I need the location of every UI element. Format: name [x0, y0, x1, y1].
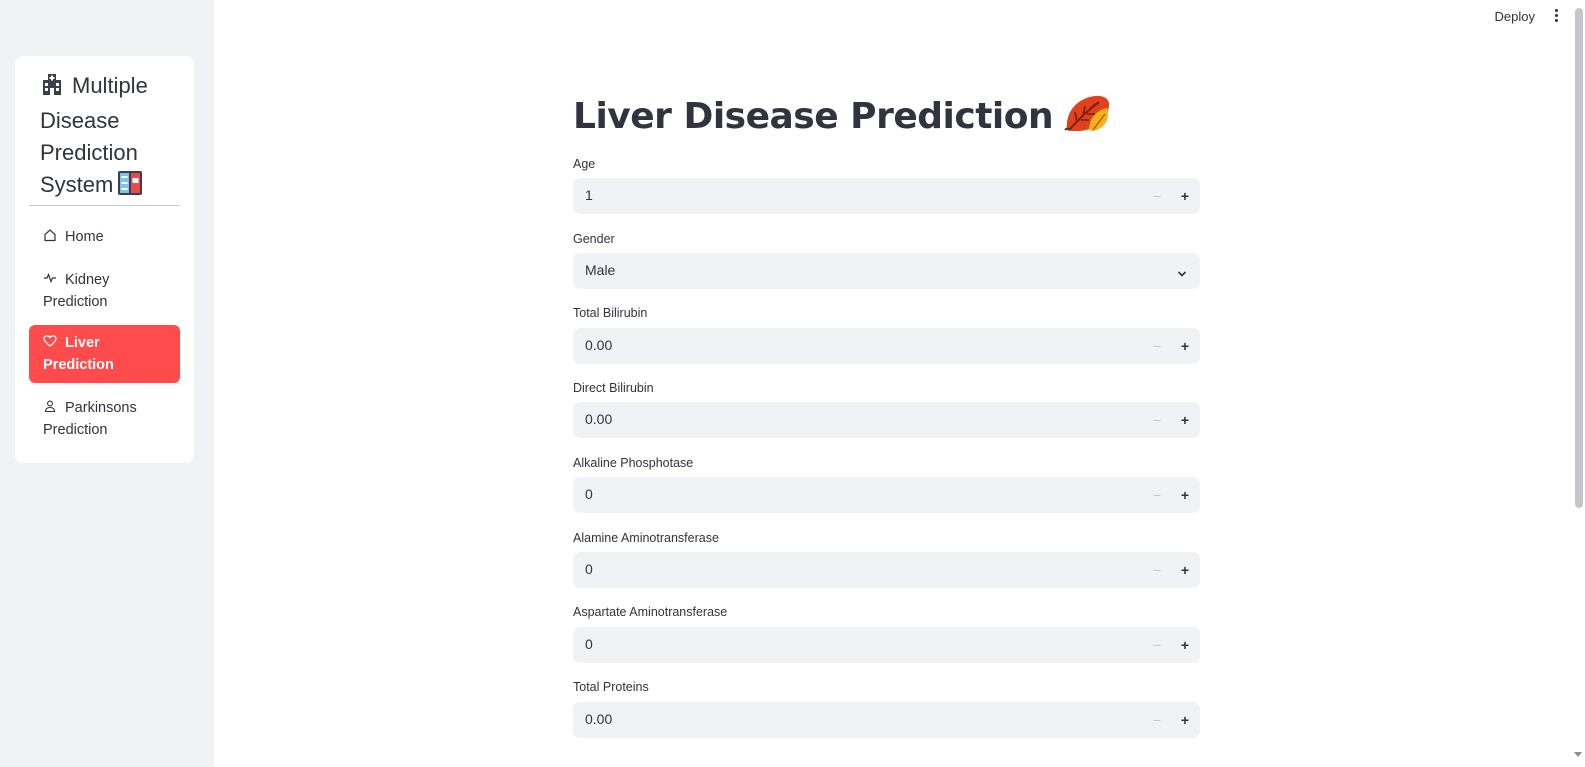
gender-select[interactable]: Male: [573, 253, 1200, 289]
navigation-menu: Multiple Disease Prediction System Home: [15, 56, 194, 463]
kebab-menu-icon[interactable]: [1551, 8, 1561, 24]
gender-value: Male: [585, 262, 616, 278]
total-proteins-increment-button[interactable]: +: [1180, 712, 1190, 728]
aspartate-aminotransferase-input[interactable]: 0 − +: [573, 627, 1200, 663]
total-bilirubin-decrement-button[interactable]: −: [1152, 338, 1162, 354]
menu-item-parkinsons-prediction[interactable]: Parkinsons Prediction: [29, 390, 180, 448]
activity-icon: [43, 270, 57, 284]
scroll-down-arrow-icon[interactable]: [1574, 752, 1582, 757]
aspartate-aminotransferase-increment-button[interactable]: +: [1180, 637, 1190, 653]
app-brand: Multiple Disease Prediction System: [40, 70, 185, 205]
main-area: Deploy Liver Disease Prediction Age 1 − …: [214, 0, 1585, 767]
total-proteins-label: Total Proteins: [573, 680, 649, 694]
gender-label: Gender: [573, 232, 615, 246]
direct-bilirubin-label: Direct Bilirubin: [573, 381, 654, 395]
aspartate-aminotransferase-value: 0: [585, 636, 593, 652]
app-title: Multiple Disease Prediction System: [40, 73, 148, 197]
menu-item-liver-prediction[interactable]: Liver Prediction: [29, 325, 180, 383]
person-icon: [43, 398, 57, 413]
page-title-text: Liver Disease Prediction: [573, 96, 1054, 137]
alkaline-phosphotase-decrement-button[interactable]: −: [1152, 487, 1162, 503]
menu-item-home[interactable]: Home: [29, 219, 180, 255]
direct-bilirubin-value: 0.00: [585, 411, 613, 427]
house-icon: [43, 227, 57, 242]
alamine-aminotransferase-value: 0: [585, 561, 593, 577]
page-title: Liver Disease Prediction: [573, 90, 1111, 149]
aspartate-aminotransferase-decrement-button[interactable]: −: [1152, 637, 1162, 653]
alamine-aminotransferase-input[interactable]: 0 − +: [573, 552, 1200, 588]
chevron-down-icon: [1177, 266, 1187, 277]
deploy-button[interactable]: Deploy: [1494, 9, 1535, 24]
total-bilirubin-input[interactable]: 0.00 − +: [573, 328, 1200, 364]
aspartate-aminotransferase-label: Aspartate Aminotransferase: [573, 605, 728, 619]
menu-item-label: Parkinsons Prediction: [43, 400, 137, 438]
total-bilirubin-label: Total Bilirubin: [573, 306, 648, 320]
alkaline-phosphotase-input[interactable]: 0 − +: [573, 477, 1200, 513]
age-input[interactable]: 1 − +: [573, 178, 1200, 214]
alamine-aminotransferase-increment-button[interactable]: +: [1180, 562, 1190, 578]
alkaline-phosphotase-label: Alkaline Phosphotase: [573, 456, 694, 470]
hospital-icon: [40, 72, 64, 105]
direct-bilirubin-decrement-button[interactable]: −: [1152, 412, 1162, 428]
menu-item-label: Home: [65, 229, 104, 245]
total-bilirubin-increment-button[interactable]: +: [1180, 338, 1190, 354]
pharmacy-icon: [117, 170, 143, 205]
age-increment-button[interactable]: +: [1180, 188, 1190, 204]
total-proteins-input[interactable]: 0.00 − +: [573, 702, 1200, 738]
heart-icon: [43, 333, 57, 347]
sidebar: Multiple Disease Prediction System Home: [0, 0, 214, 767]
menu-item-label: Kidney Prediction: [43, 272, 110, 310]
alamine-aminotransferase-label: Alamine Aminotransferase: [573, 531, 719, 545]
alamine-aminotransferase-decrement-button[interactable]: −: [1152, 562, 1162, 578]
total-proteins-decrement-button[interactable]: −: [1152, 712, 1162, 728]
page-scrollbar[interactable]: [1575, 8, 1583, 508]
fallen-leaf-icon: [1063, 90, 1111, 149]
alkaline-phosphotase-value: 0: [585, 486, 593, 502]
direct-bilirubin-input[interactable]: 0.00 − +: [573, 402, 1200, 438]
age-value: 1: [585, 187, 593, 203]
age-label: Age: [573, 157, 596, 171]
menu-item-label: Liver Prediction: [43, 335, 114, 373]
total-bilirubin-value: 0.00: [585, 337, 613, 353]
menu-item-kidney-prediction[interactable]: Kidney Prediction: [29, 262, 180, 320]
menu-divider: [29, 205, 180, 206]
total-proteins-value: 0.00: [585, 711, 613, 727]
alkaline-phosphotase-increment-button[interactable]: +: [1180, 487, 1190, 503]
direct-bilirubin-increment-button[interactable]: +: [1180, 412, 1190, 428]
age-decrement-button[interactable]: −: [1152, 188, 1162, 204]
